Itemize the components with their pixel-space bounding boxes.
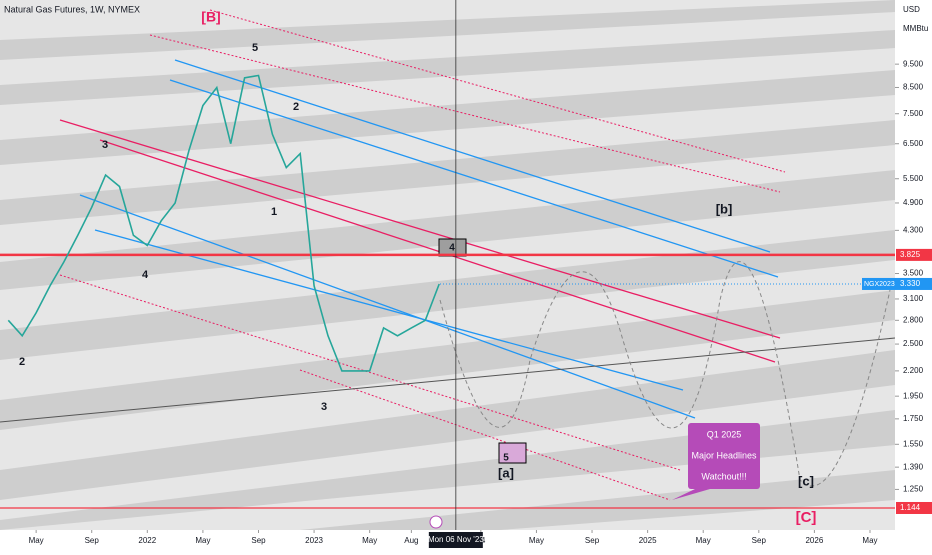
y-tick-label: 3.500	[903, 269, 924, 278]
callout-text: Q1 2025	[707, 429, 742, 439]
y-tick-label: 1.550	[903, 439, 924, 448]
y-tick-label: 2.800	[903, 315, 924, 324]
wave-label: [B]	[201, 9, 220, 25]
wave-label: 5	[252, 42, 258, 54]
y-tick-label: 1.250	[903, 485, 924, 494]
y-tick-label: 9.500	[903, 59, 924, 68]
price-axis	[895, 0, 932, 550]
x-tick-label: Sep	[251, 536, 266, 545]
y-tick-label: 3.100	[903, 294, 924, 303]
crosshair-label: Mon 06 Nov '23	[428, 535, 484, 544]
symbol-label: NGX2023	[864, 281, 895, 288]
x-tick-label: May	[362, 536, 377, 545]
y-tick-label: 2.200	[903, 366, 924, 375]
channels	[0, 9, 896, 501]
y-tick-label: 1.390	[903, 462, 924, 471]
wave-label: 3	[321, 401, 327, 413]
x-tick-label: 2022	[138, 536, 156, 545]
chart-title: Natural Gas Futures, 1W, NYMEX	[4, 4, 140, 14]
wave-label: [b]	[716, 201, 733, 216]
wave-label: [a]	[498, 465, 514, 480]
y-tick-label: 7.500	[903, 109, 924, 118]
y-tick-label: 1.750	[903, 414, 924, 423]
x-tick-label: May	[696, 536, 711, 545]
x-tick-label: Aug	[404, 536, 418, 545]
x-tick-label: 2025	[639, 536, 657, 545]
price-tag	[896, 501, 932, 514]
callout-pointer	[672, 489, 710, 500]
wave-label: 1	[271, 206, 277, 218]
axis-unit: MMBtu	[903, 24, 928, 33]
wave-box	[498, 442, 527, 464]
price-tag	[896, 277, 932, 290]
axis-label: USD	[903, 5, 920, 14]
price-tag-label: 3.825	[900, 250, 921, 259]
x-tick-label: 2026	[805, 536, 823, 545]
price-tag-label: 3.330	[900, 279, 921, 288]
x-tick-label: Sep	[85, 536, 100, 545]
y-tick-label: 1.950	[903, 391, 924, 400]
symbol-tag	[862, 277, 896, 290]
wave-label: 2	[19, 356, 25, 368]
x-tick-label: May	[29, 536, 44, 545]
crosshair-tag	[428, 532, 483, 548]
y-tick-label: 5.500	[903, 174, 924, 183]
x-tick-label: May	[529, 536, 544, 545]
x-tick-label: Sep	[752, 536, 767, 545]
price-tag-label: 1.144	[900, 503, 921, 512]
price-line	[7, 74, 440, 372]
wave-label: 4	[142, 269, 149, 281]
wave-label: 2	[293, 101, 299, 113]
y-tick-label: 4.900	[903, 198, 924, 207]
wave-label: 3	[102, 139, 108, 151]
x-tick-label: May	[195, 536, 210, 545]
price-tag	[896, 248, 932, 261]
y-tick-label: 2.500	[903, 339, 924, 348]
wave-label: 5	[503, 453, 509, 464]
wave-label: [C]	[796, 509, 817, 526]
y-tick-label: 6.500	[903, 139, 924, 148]
callout-text: Watchout!!!	[701, 471, 746, 481]
x-tick-label: Sep	[585, 536, 600, 545]
callout-text: Major Headlines	[691, 450, 757, 460]
y-tick-label: 8.500	[903, 83, 924, 92]
x-tick-label: 2023	[305, 536, 323, 545]
callout-box	[688, 423, 760, 489]
event-icon[interactable]	[429, 515, 443, 529]
wave-label: 4	[449, 243, 455, 254]
wave-label: [c]	[798, 473, 814, 488]
y-tick-label: 4.300	[903, 225, 924, 234]
x-tick-label: May	[862, 536, 877, 545]
